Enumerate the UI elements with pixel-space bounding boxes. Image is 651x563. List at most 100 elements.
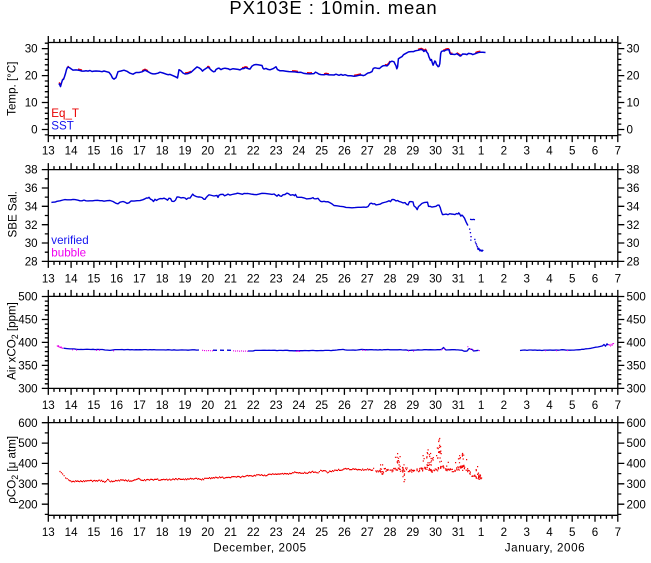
svg-text:4: 4 [546,526,553,539]
svg-text:20: 20 [201,145,214,158]
svg-text:29: 29 [406,145,419,158]
svg-text:3: 3 [523,145,529,158]
svg-text:500: 500 [18,437,37,450]
svg-text:28: 28 [384,145,397,158]
svg-text:4: 4 [546,273,553,286]
svg-text:30: 30 [627,43,640,56]
svg-text:22: 22 [247,273,260,286]
svg-text:2: 2 [501,273,507,286]
svg-text:1: 1 [478,145,484,158]
svg-text:30: 30 [627,237,640,250]
svg-text:34: 34 [25,200,38,213]
svg-text:13: 13 [42,145,55,158]
svg-text:6: 6 [592,145,598,158]
svg-text:27: 27 [361,399,374,412]
svg-text:26: 26 [338,273,351,286]
svg-text:18: 18 [156,526,169,539]
svg-text:350: 350 [18,360,37,373]
svg-text:32: 32 [25,219,38,232]
svg-text:32: 32 [627,219,640,232]
svg-text:30: 30 [429,273,442,286]
svg-text:23: 23 [270,399,283,412]
svg-text:20: 20 [25,70,38,83]
svg-text:6: 6 [592,273,598,286]
svg-text:7: 7 [615,526,621,539]
svg-text:29: 29 [406,273,419,286]
svg-text:4: 4 [546,399,553,412]
svg-text:16: 16 [110,399,123,412]
svg-text:19: 19 [179,526,192,539]
svg-text:5: 5 [569,273,575,286]
svg-text:28: 28 [25,256,38,269]
svg-text:1: 1 [478,399,484,412]
svg-text:3: 3 [523,399,529,412]
svg-text:2: 2 [501,526,507,539]
svg-text:500: 500 [627,291,646,304]
svg-text:13: 13 [42,399,55,412]
svg-text:14: 14 [65,399,78,412]
svg-text:200: 200 [18,498,37,511]
svg-text:500: 500 [627,437,646,450]
svg-text:28: 28 [627,256,640,269]
svg-text:24: 24 [292,273,305,286]
svg-text:20: 20 [627,70,640,83]
svg-text:26: 26 [338,399,351,412]
svg-text:5: 5 [569,145,575,158]
svg-text:450: 450 [18,314,37,327]
svg-text:19: 19 [179,145,192,158]
svg-text:350: 350 [627,360,646,373]
svg-text:38: 38 [25,164,38,177]
svg-text:27: 27 [361,145,374,158]
svg-text:21: 21 [224,273,237,286]
svg-text:3: 3 [523,526,529,539]
svg-text:20: 20 [201,526,214,539]
svg-text:6: 6 [592,526,598,539]
svg-text:30: 30 [25,237,38,250]
svg-text:December, 2005: December, 2005 [213,541,306,554]
svg-text:17: 17 [133,145,146,158]
svg-text:500: 500 [18,291,37,304]
svg-text:17: 17 [133,273,146,286]
svg-text:15: 15 [87,526,100,539]
svg-text:26: 26 [338,145,351,158]
svg-text:6: 6 [592,399,598,412]
svg-text:28: 28 [384,526,397,539]
svg-text:10: 10 [627,97,640,110]
svg-text:PX103E : 10min. mean: PX103E : 10min. mean [229,0,437,18]
svg-text:14: 14 [65,273,78,286]
svg-text:34: 34 [627,200,640,213]
svg-text:450: 450 [627,314,646,327]
svg-text:7: 7 [615,273,621,286]
svg-text:19: 19 [179,399,192,412]
svg-text:21: 21 [224,399,237,412]
svg-text:15: 15 [87,399,100,412]
svg-text:21: 21 [224,526,237,539]
svg-text:28: 28 [384,273,397,286]
svg-text:30: 30 [429,526,442,539]
svg-text:300: 300 [18,383,37,396]
svg-text:300: 300 [627,478,646,491]
svg-text:7: 7 [615,145,621,158]
svg-text:27: 27 [361,273,374,286]
svg-text:25: 25 [315,145,328,158]
svg-text:January, 2006: January, 2006 [505,541,585,554]
svg-text:22: 22 [247,399,260,412]
svg-text:31: 31 [452,399,465,412]
svg-text:14: 14 [65,526,78,539]
svg-text:20: 20 [201,273,214,286]
svg-text:5: 5 [569,526,575,539]
svg-text:27: 27 [361,526,374,539]
svg-text:29: 29 [406,526,419,539]
svg-text:Temp. [°C]: Temp. [°C] [5,62,18,116]
svg-text:36: 36 [25,182,38,195]
svg-text:600: 600 [627,417,646,430]
svg-text:16: 16 [110,526,123,539]
svg-text:400: 400 [18,458,37,471]
svg-text:17: 17 [133,399,146,412]
svg-text:2: 2 [501,399,507,412]
svg-text:18: 18 [156,399,169,412]
svg-text:Eq_T: Eq_T [51,107,79,120]
svg-text:15: 15 [87,145,100,158]
svg-text:18: 18 [156,145,169,158]
svg-text:bubble: bubble [51,246,86,259]
